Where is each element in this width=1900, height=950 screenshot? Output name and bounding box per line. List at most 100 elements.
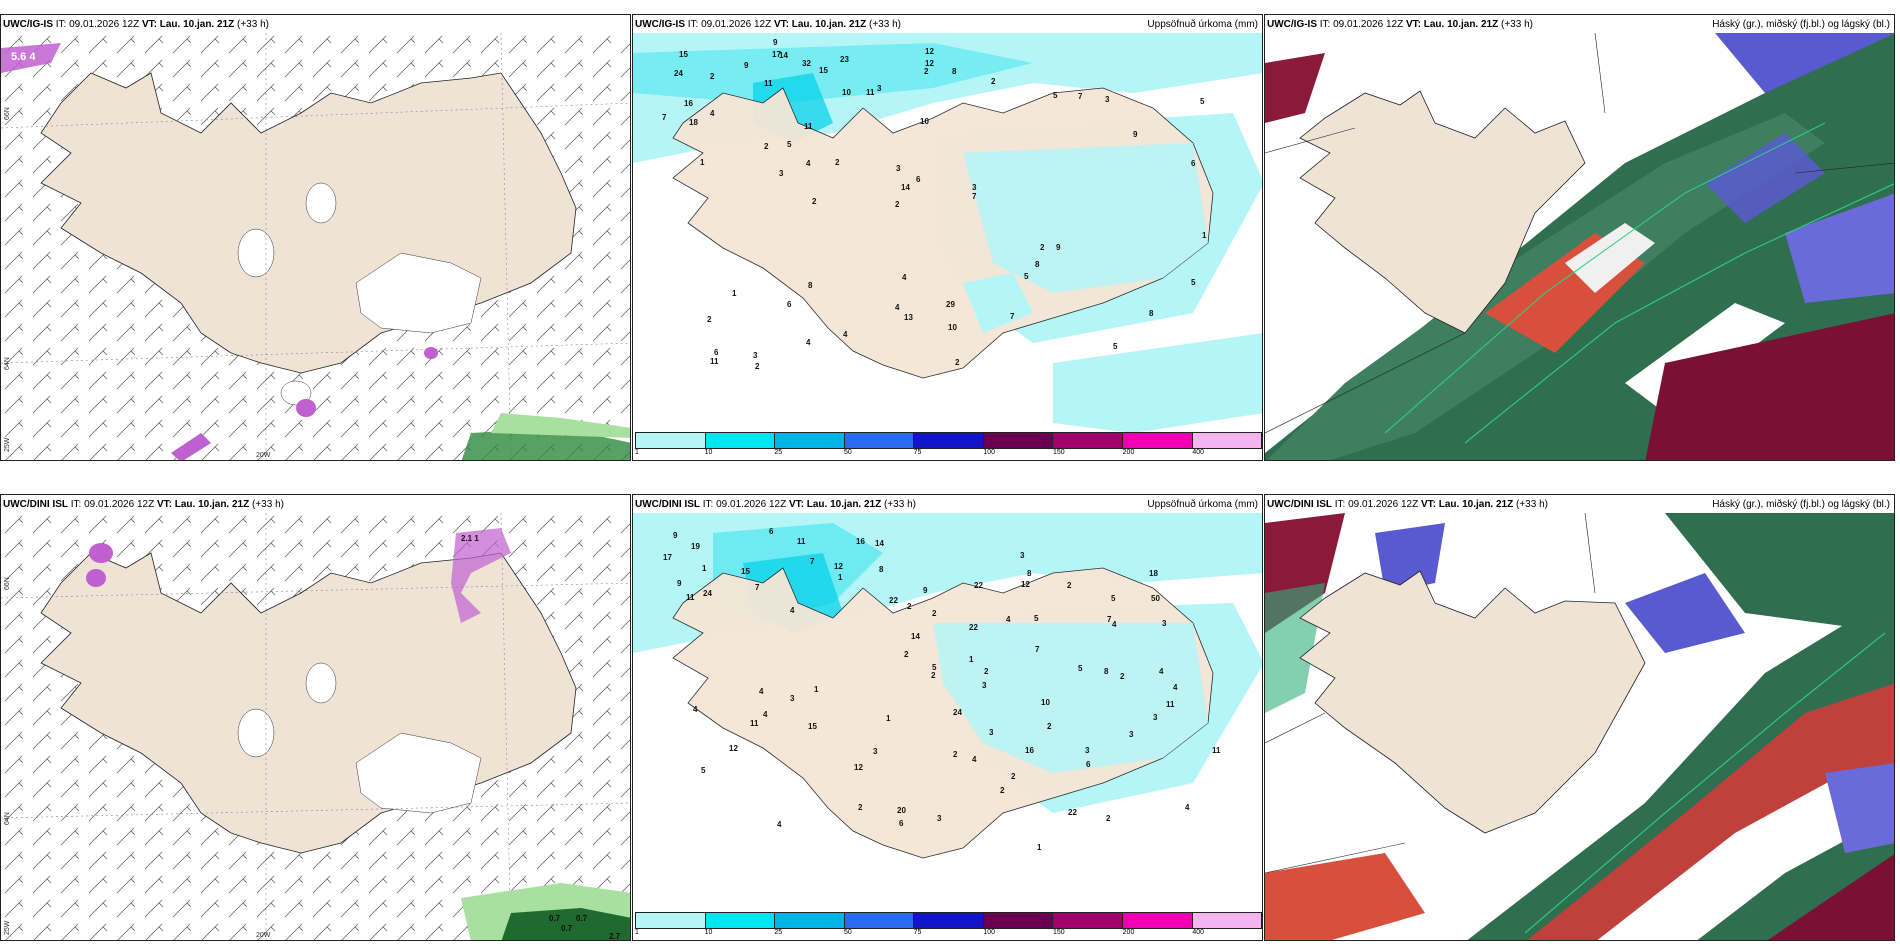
precip-value: 15 (679, 50, 688, 59)
cloud-map (1265, 513, 1894, 940)
precip-value: 2 (932, 609, 937, 618)
precip-value: 3 (1162, 619, 1167, 628)
panel-title: Háský (gr.), miðský (fj.bl.) og lágský (… (1712, 499, 1890, 510)
precip-value: 5 (1024, 272, 1029, 281)
precip-value: 7 (972, 192, 977, 201)
precip-value: 10 (948, 323, 957, 332)
precip-value: 3 (753, 351, 758, 360)
precip-value: 4 (972, 755, 977, 764)
colorbar-swatch (1192, 913, 1262, 928)
panel-wind-top: UWC/IG-IS IT: 09.01.2026 12Z VT: Lau. 10… (0, 14, 631, 461)
precip-value: 4 (710, 109, 715, 118)
precip-value: 3 (982, 681, 987, 690)
precip-value: 7 (1010, 312, 1015, 321)
colorbar-tick: 10 (704, 449, 713, 456)
precip-value: 7 (810, 557, 815, 566)
colorbar-tick: 50 (844, 929, 852, 936)
precip-value: 19 (691, 542, 700, 551)
colorbar-tick: 10 (704, 929, 713, 936)
precip-colorbar: 1 10 25 50 75 100 150 200 400 (635, 912, 1262, 938)
precip-value: 4 (763, 710, 768, 719)
panel-header: UWC/IG-IS IT: 09.01.2026 12Z VT: Lau. 10… (3, 19, 269, 30)
lat-label-64: 64N (4, 357, 11, 370)
precip-value: 2 (1011, 772, 1016, 781)
precip-value: 11 (797, 537, 806, 546)
value-label: 0.7 (549, 914, 561, 923)
precip-value: 2 (710, 72, 715, 81)
colorbar-tick: 200 (1122, 929, 1135, 936)
precip-value: 16 (684, 99, 693, 108)
precip-value: 5 (932, 663, 937, 672)
precip-value: 2 (835, 158, 840, 167)
precip-value: 12 (729, 744, 738, 753)
precip-value: 9 (1133, 130, 1138, 139)
colorbar-tick: 75 (913, 449, 922, 456)
precip-value: 2 (953, 750, 958, 759)
precip-value: 8 (1104, 667, 1109, 676)
precip-value: 7 (1078, 92, 1083, 101)
precip-value: 29 (946, 300, 955, 309)
value-label: 0.7 (576, 914, 588, 923)
panel-wind-bottom: UWC/DINI ISL IT: 09.01.2026 12Z VT: Lau.… (0, 494, 631, 941)
precip-value: 6 (787, 300, 792, 309)
colorbar-swatch (1192, 433, 1262, 448)
precip-value: 1 (838, 573, 843, 582)
precip-value: 13 (904, 313, 913, 322)
precip-value: 9 (673, 531, 678, 540)
precip-value: 11 (750, 719, 759, 728)
lon-label-20: 20W (256, 452, 271, 459)
precip-value: 22 (889, 596, 898, 605)
iceland-land (40, 72, 577, 406)
colorbar-swatch (1053, 433, 1123, 448)
precip-value: 5 (701, 766, 706, 775)
precip-value: 1 (700, 158, 705, 167)
precip-value: 5 (1034, 614, 1039, 623)
colorbar-swatch (1053, 913, 1123, 928)
precip-value: 9 (1056, 243, 1061, 252)
precip-value: 5 (1078, 664, 1083, 673)
precip-value: 4 (895, 303, 900, 312)
precip-value: 4 (902, 273, 907, 282)
precip-value: 16 (1025, 746, 1034, 755)
precip-value: 4 (806, 338, 811, 347)
precip-value: 8 (879, 565, 884, 574)
precip-value: 4 (1185, 803, 1190, 812)
precip-value: 12 (834, 562, 843, 571)
panel-precip-top: UWC/IG-IS IT: 09.01.2026 12Z VT: Lau. 10… (632, 14, 1263, 461)
precip-value: 2 (1047, 722, 1052, 731)
precip-value: 2 (1106, 814, 1111, 823)
precip-value: 50 (1151, 594, 1160, 603)
precip-value: 32 (802, 59, 811, 68)
precip-value: 9 (744, 61, 749, 70)
precip-value: 14 (779, 51, 788, 60)
precip-value: 2 (984, 667, 989, 676)
precip-colorbar: 1 10 25 50 75 100 150 200 400 (635, 432, 1262, 458)
value-label: 2.7 (609, 932, 621, 941)
colorbar-swatch (636, 433, 706, 448)
precip-value: 4 (759, 687, 764, 696)
precip-value: 8 (1035, 260, 1040, 269)
warning-areas: 5.6 4 (1, 43, 630, 460)
precip-value: 2 (812, 197, 817, 206)
precip-value: 6 (1191, 159, 1196, 168)
precip-value: 4 (1112, 620, 1117, 629)
precip-value: 11 (804, 122, 813, 131)
warn-label: 2.1 1 (461, 534, 479, 543)
precip-value: 1 (814, 685, 819, 694)
colorbar-tick: 150 (1053, 929, 1065, 936)
precip-value: 1 (702, 564, 707, 573)
precip-value: 14 (911, 632, 920, 641)
precip-value: 3 (972, 183, 977, 192)
precip-value: 5 (1191, 278, 1196, 287)
precip-value: 22 (974, 581, 983, 590)
colorbar-tick: 200 (1122, 449, 1135, 456)
precip-value: 4 (693, 705, 698, 714)
precip-value: 4 (1173, 683, 1178, 692)
panel-title: Uppsöfnuð úrkoma (mm) (1147, 499, 1258, 510)
precip-value: 3 (1105, 95, 1110, 104)
precip-value: 2 (755, 362, 760, 371)
colorbar-tick: 100 (983, 449, 996, 456)
colorbar-swatch (775, 433, 845, 448)
panel-clouds-top: UWC/IG-IS IT: 09.01.2026 12Z VT: Lau. 10… (1264, 14, 1895, 461)
